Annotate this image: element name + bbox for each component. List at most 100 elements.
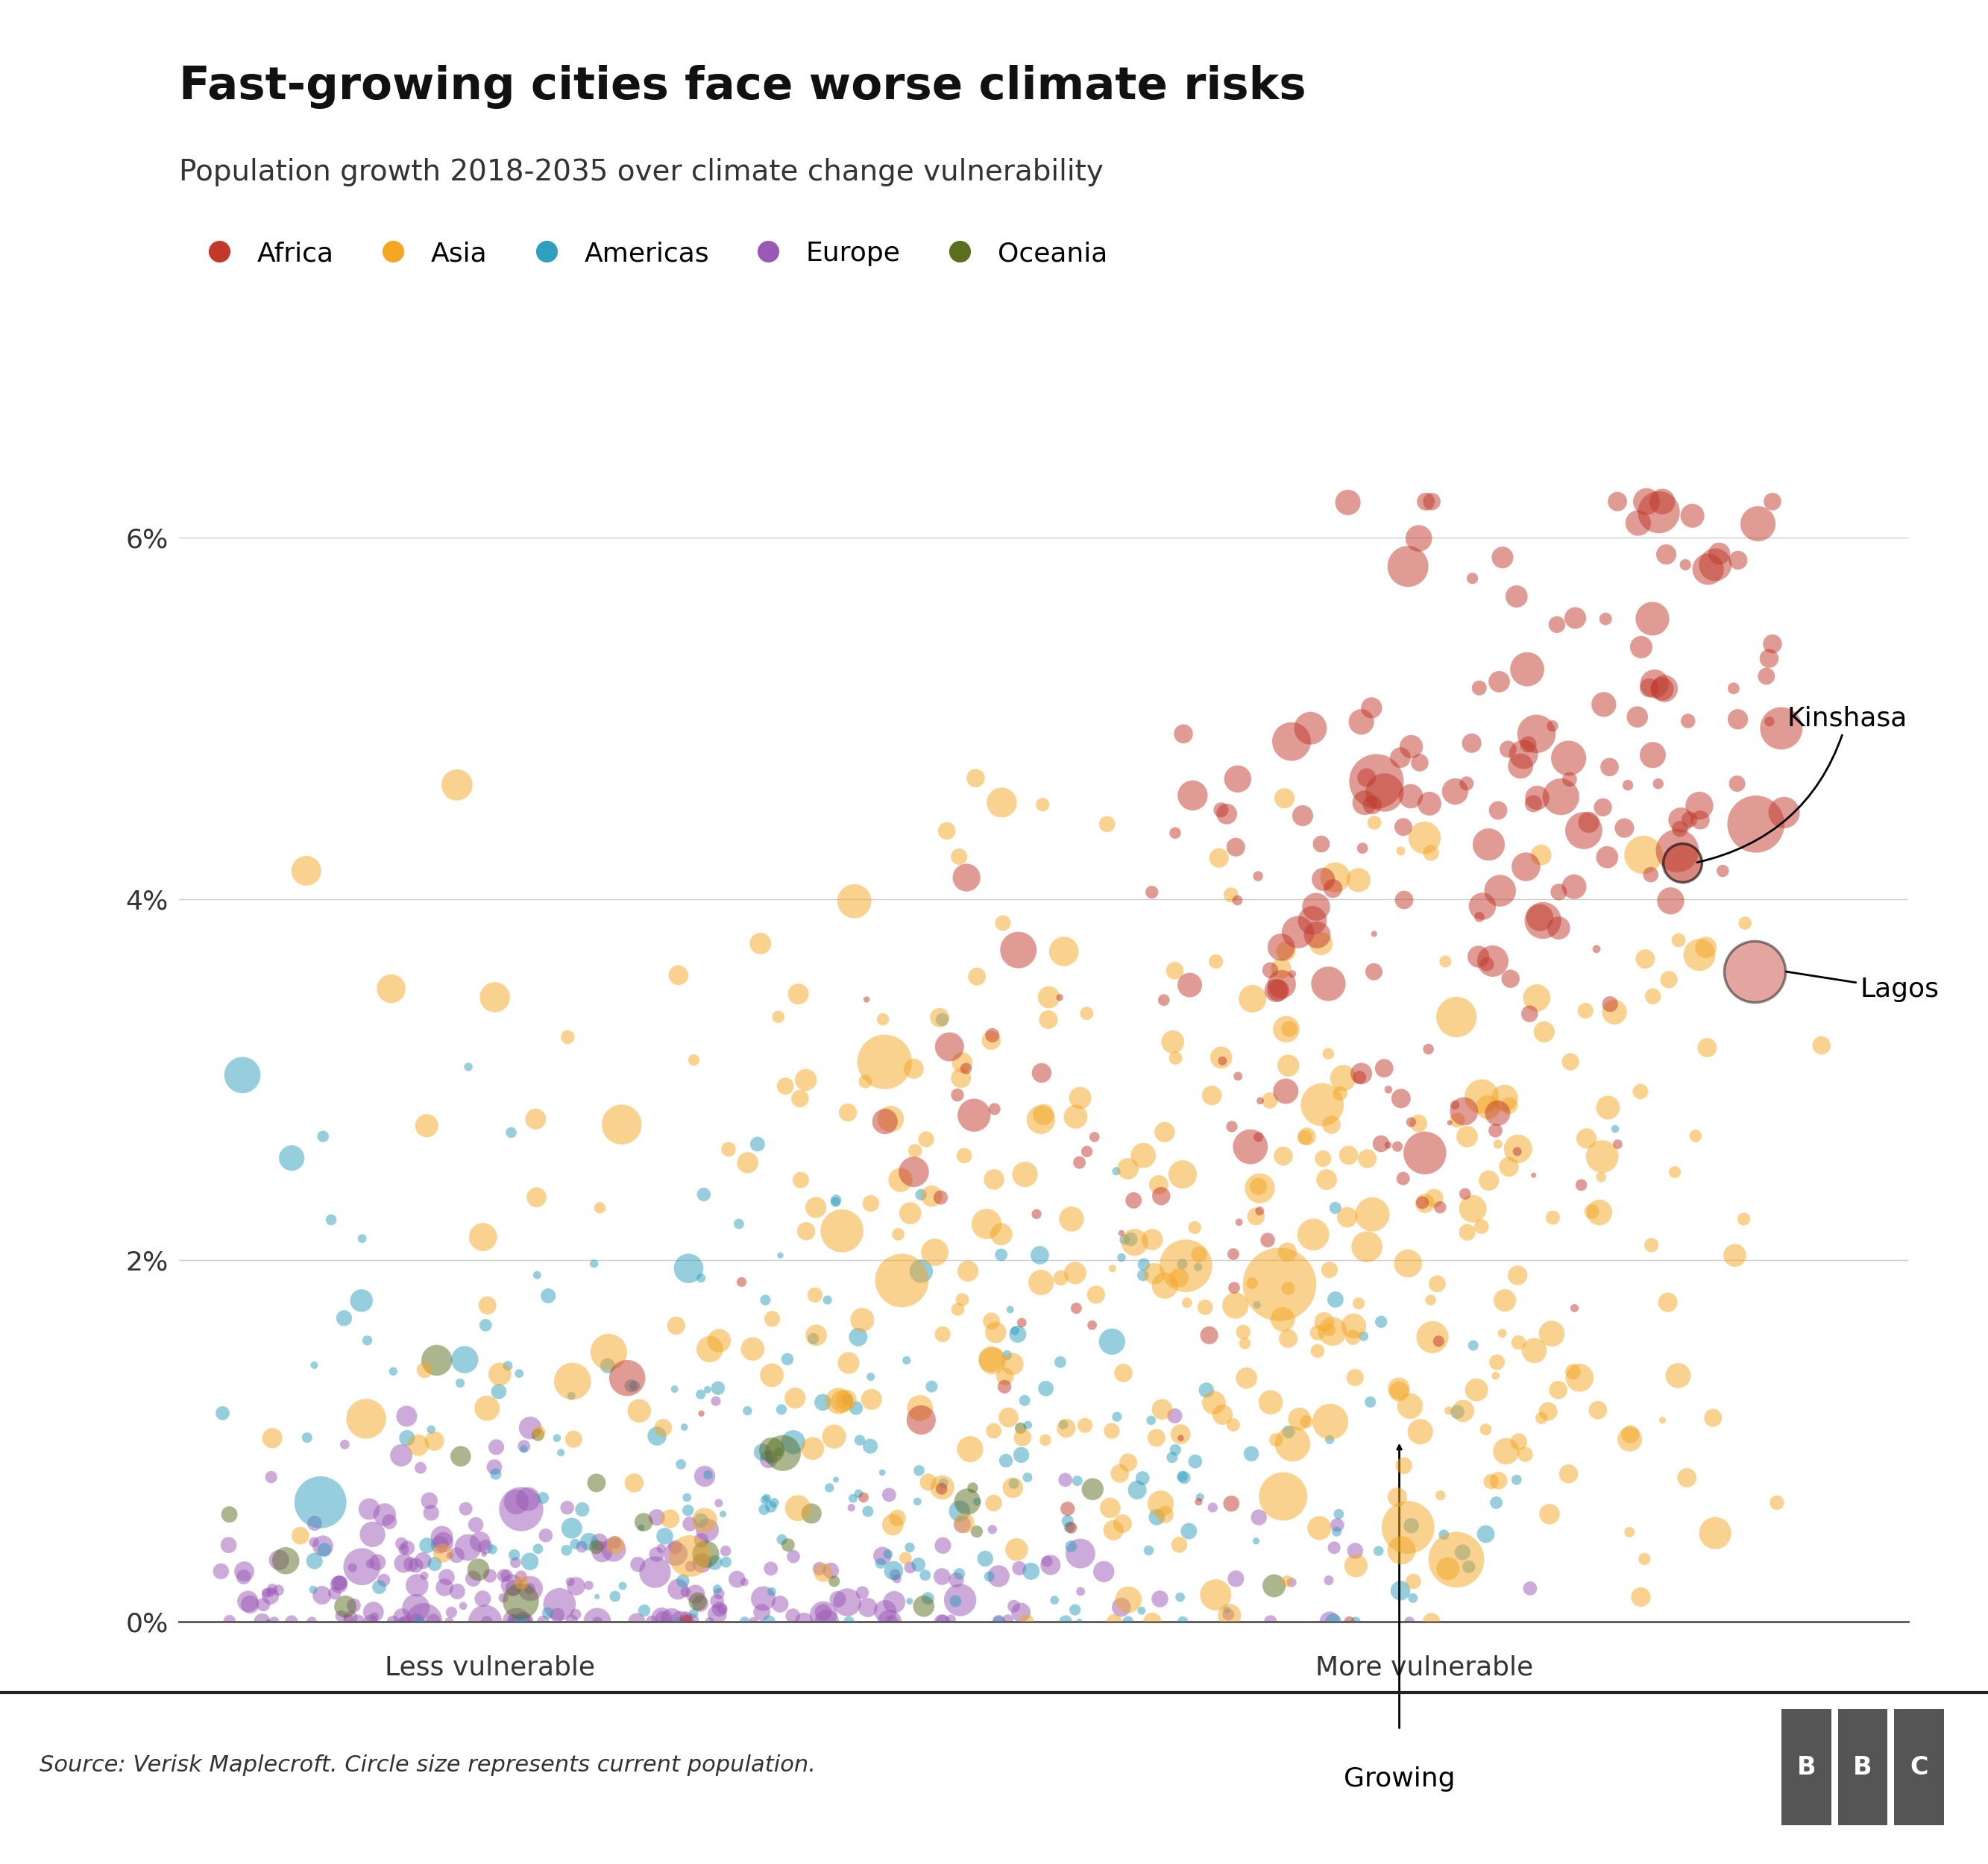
Point bbox=[1636, 1230, 1668, 1260]
Point bbox=[950, 863, 982, 893]
Point bbox=[753, 1445, 785, 1474]
Point bbox=[658, 1374, 690, 1404]
Point bbox=[777, 1428, 809, 1458]
Point bbox=[839, 885, 871, 915]
Point bbox=[477, 1534, 509, 1564]
Point bbox=[306, 1122, 338, 1152]
Point bbox=[640, 1502, 672, 1532]
Point bbox=[400, 1594, 431, 1624]
Point bbox=[1340, 1551, 1372, 1581]
Point bbox=[298, 1575, 330, 1605]
Point bbox=[322, 1569, 354, 1599]
Point bbox=[1012, 1463, 1044, 1493]
Point bbox=[916, 1182, 948, 1212]
Point bbox=[948, 1508, 980, 1538]
Point bbox=[1392, 552, 1423, 582]
Point bbox=[1266, 969, 1298, 999]
Point bbox=[660, 1532, 692, 1562]
Point bbox=[1302, 1336, 1334, 1366]
Point bbox=[732, 1148, 763, 1178]
Point bbox=[835, 1493, 867, 1523]
Point bbox=[1097, 1515, 1129, 1545]
Point bbox=[1322, 1499, 1354, 1528]
Point bbox=[807, 1387, 839, 1417]
Point bbox=[557, 1514, 588, 1543]
Point bbox=[1070, 1411, 1101, 1441]
Point bbox=[1137, 1607, 1169, 1637]
Point bbox=[1503, 1426, 1535, 1456]
Point bbox=[1159, 1435, 1191, 1465]
Point bbox=[1079, 1281, 1111, 1310]
Point bbox=[746, 928, 777, 958]
Point bbox=[1441, 1003, 1473, 1033]
Point bbox=[1553, 744, 1584, 774]
Point bbox=[1221, 831, 1252, 861]
Point bbox=[457, 1564, 489, 1594]
Point bbox=[674, 1551, 706, 1581]
Point bbox=[1115, 1225, 1147, 1254]
Point bbox=[926, 1320, 958, 1350]
Point bbox=[827, 1215, 859, 1245]
Point bbox=[507, 1433, 539, 1463]
Point bbox=[1690, 932, 1722, 962]
Point bbox=[1614, 1517, 1646, 1547]
Point bbox=[499, 1540, 531, 1569]
Point bbox=[909, 1592, 940, 1622]
Point bbox=[404, 1607, 435, 1637]
Point bbox=[795, 1499, 827, 1528]
Point bbox=[1254, 1387, 1286, 1417]
Point bbox=[1244, 1197, 1276, 1227]
Point bbox=[573, 1569, 604, 1599]
Point bbox=[1199, 1389, 1231, 1419]
Point bbox=[358, 1601, 390, 1631]
Point bbox=[527, 1607, 559, 1637]
Point bbox=[944, 1497, 976, 1527]
Point bbox=[298, 1350, 330, 1379]
Point bbox=[986, 908, 1018, 938]
Point bbox=[1066, 1577, 1097, 1607]
Point bbox=[849, 1066, 881, 1096]
Point bbox=[710, 1547, 742, 1577]
Point bbox=[1213, 1599, 1244, 1629]
Point bbox=[666, 1450, 698, 1480]
Point bbox=[1149, 1501, 1181, 1530]
Point bbox=[1008, 1385, 1040, 1415]
Point bbox=[336, 1553, 368, 1583]
Point bbox=[1242, 1122, 1274, 1152]
Point bbox=[1427, 1519, 1459, 1549]
Point bbox=[1612, 770, 1644, 800]
Point bbox=[682, 1586, 714, 1616]
Point bbox=[885, 1165, 916, 1195]
Point bbox=[831, 1098, 863, 1128]
Point bbox=[1469, 1519, 1501, 1549]
Point bbox=[982, 1562, 1014, 1592]
Point bbox=[1060, 1294, 1091, 1323]
Point bbox=[803, 1555, 835, 1584]
Point bbox=[851, 984, 883, 1014]
Point bbox=[867, 1005, 899, 1035]
Point bbox=[1469, 1415, 1501, 1445]
Point bbox=[783, 979, 815, 1008]
Point bbox=[1072, 999, 1103, 1029]
Point bbox=[1252, 1225, 1284, 1254]
Point bbox=[1598, 997, 1630, 1027]
Point bbox=[270, 1545, 302, 1575]
Point bbox=[1272, 1417, 1304, 1446]
Point bbox=[469, 1607, 501, 1637]
Point bbox=[686, 1506, 718, 1536]
Point bbox=[495, 1118, 527, 1148]
Point bbox=[324, 1568, 356, 1597]
Point bbox=[1477, 947, 1509, 977]
Point bbox=[1332, 1141, 1364, 1171]
Point bbox=[1266, 1305, 1298, 1335]
Point bbox=[598, 1527, 630, 1556]
Point bbox=[507, 1607, 539, 1637]
Point bbox=[1004, 1413, 1036, 1443]
Point bbox=[831, 1588, 863, 1618]
Point bbox=[350, 1404, 382, 1433]
Point bbox=[1505, 751, 1537, 781]
Point bbox=[855, 1432, 887, 1461]
Point bbox=[1050, 1607, 1081, 1637]
Point bbox=[747, 1584, 779, 1614]
Point bbox=[1664, 815, 1696, 844]
